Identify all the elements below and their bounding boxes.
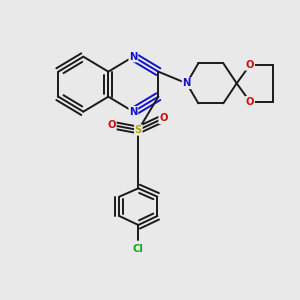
Text: N: N: [129, 52, 137, 62]
Text: S: S: [135, 125, 142, 135]
Text: O: O: [246, 97, 254, 107]
Text: O: O: [107, 120, 116, 130]
Text: N: N: [182, 78, 191, 88]
Text: N: N: [129, 107, 137, 117]
Text: Cl: Cl: [133, 244, 144, 254]
Text: O: O: [159, 113, 168, 123]
Text: O: O: [246, 60, 254, 70]
